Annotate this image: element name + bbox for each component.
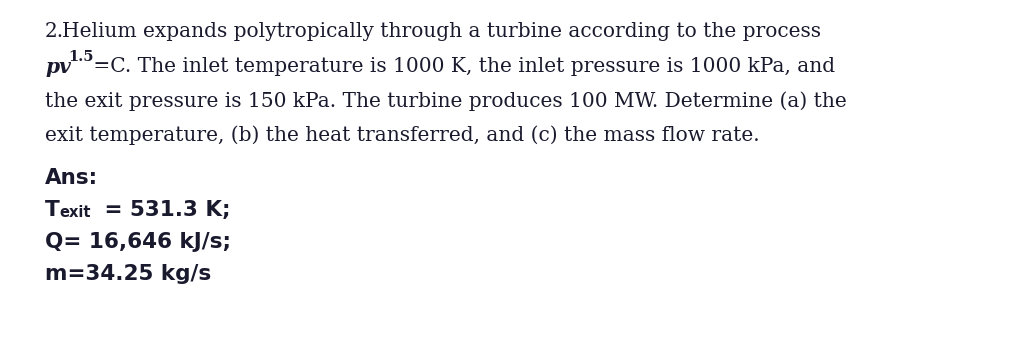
Text: T: T	[45, 200, 60, 220]
Text: Q= 16,646 kJ/s;: Q= 16,646 kJ/s;	[45, 232, 231, 252]
Text: =C. The inlet temperature is 1000 K, the inlet pressure is 1000 kPa, and: =C. The inlet temperature is 1000 K, the…	[87, 57, 835, 76]
Text: m=34.25 kg/s: m=34.25 kg/s	[45, 264, 212, 284]
Text: Helium expands polytropically through a turbine according to the process: Helium expands polytropically through a …	[62, 22, 821, 41]
Text: = 531.3 K;: = 531.3 K;	[97, 200, 231, 220]
Text: exit: exit	[59, 205, 91, 220]
Text: exit temperature, (b) the heat transferred, and (c) the mass flow rate.: exit temperature, (b) the heat transferr…	[45, 125, 760, 145]
Text: pv: pv	[45, 57, 71, 77]
Text: 2.: 2.	[45, 22, 64, 41]
Text: 1.5: 1.5	[68, 50, 94, 64]
Text: Ans:: Ans:	[45, 168, 98, 188]
Text: the exit pressure is 150 kPa. The turbine produces 100 MW. Determine (a) the: the exit pressure is 150 kPa. The turbin…	[45, 91, 847, 111]
